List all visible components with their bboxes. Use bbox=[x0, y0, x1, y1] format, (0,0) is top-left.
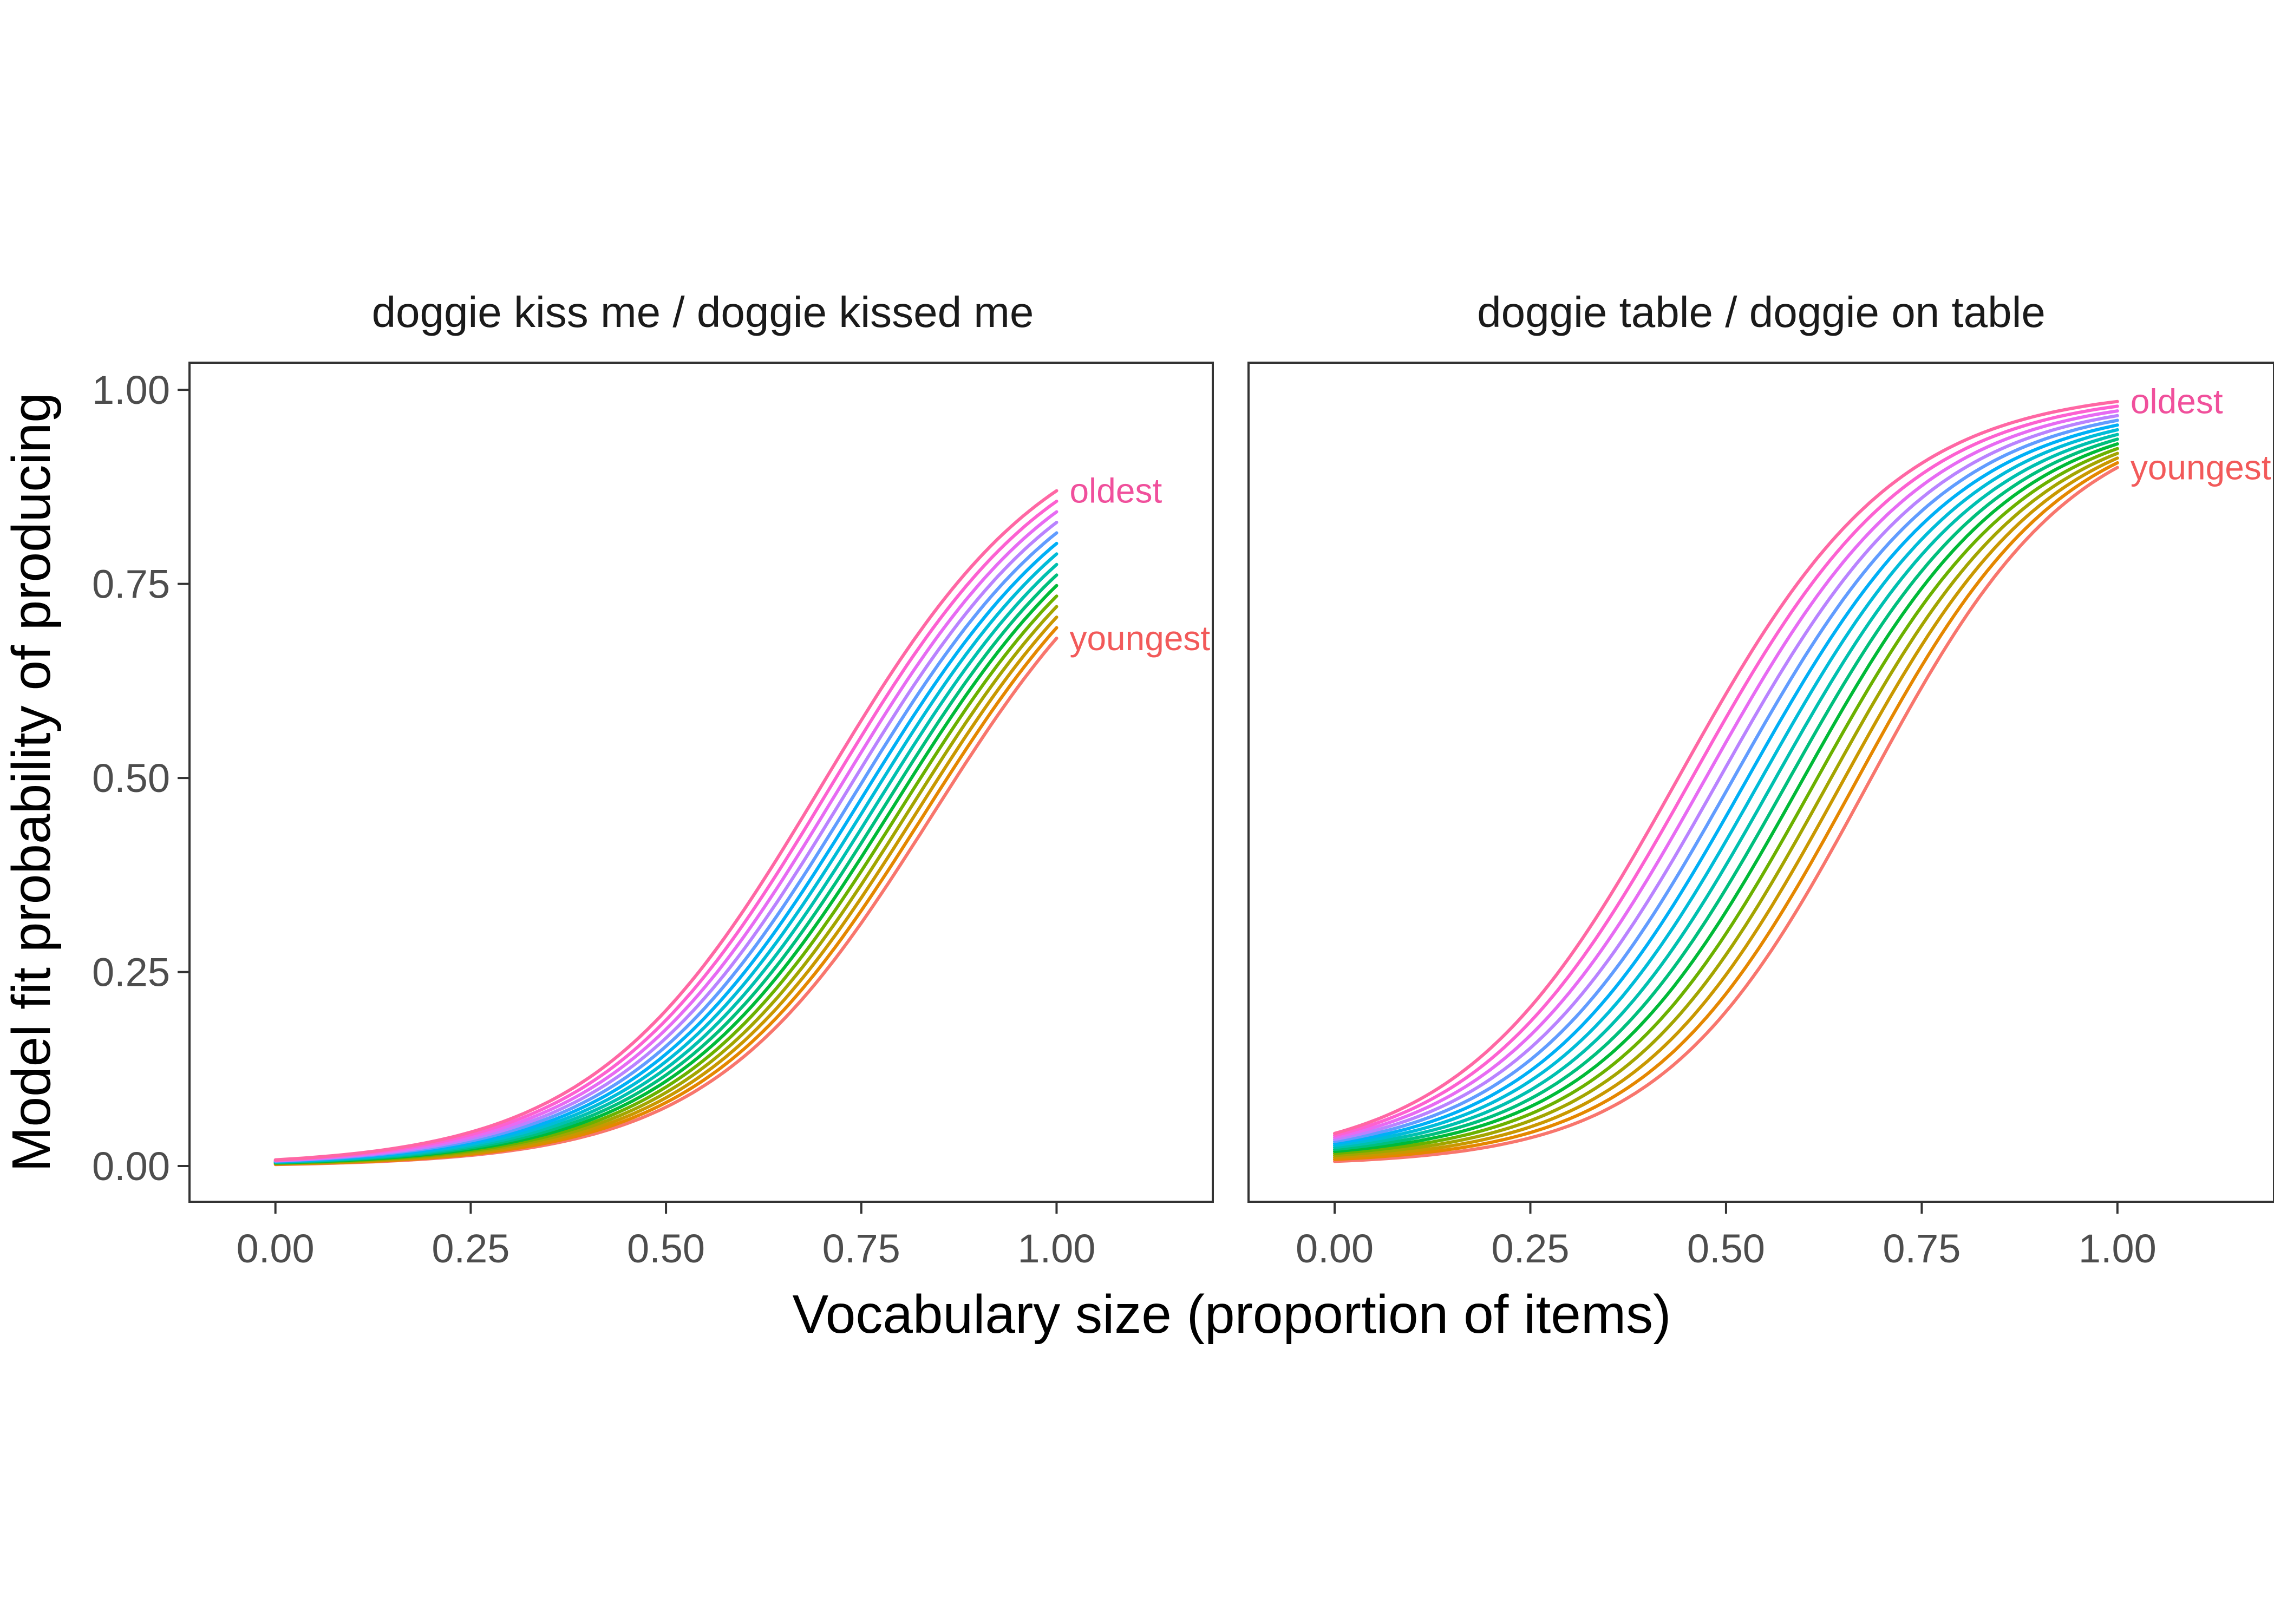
y-axis: 0.00 0.25 0.50 0.75 1.00 bbox=[92, 368, 190, 1189]
y-tick-label: 0.00 bbox=[92, 1144, 170, 1189]
x-tick-label: 1.00 bbox=[2079, 1226, 2157, 1271]
x-tick-label: 0.75 bbox=[822, 1226, 900, 1271]
y-axis-title: Model fit probability of producing bbox=[1, 392, 62, 1172]
curves-right bbox=[1333, 400, 2119, 1163]
y-tick-label: 0.50 bbox=[92, 756, 170, 801]
x-axis-title: Vocabulary size (proportion of items) bbox=[793, 1284, 1671, 1345]
x-tick-label: 0.50 bbox=[627, 1226, 705, 1271]
end-label-youngest-right: youngest bbox=[2131, 448, 2271, 487]
x-tick-label: 0.25 bbox=[432, 1226, 509, 1271]
y-tick-label: 0.75 bbox=[92, 562, 170, 607]
panel-frame-right bbox=[1247, 362, 2274, 1203]
y-tick-label: 1.00 bbox=[92, 368, 170, 412]
series-line-right-12 bbox=[1333, 414, 2119, 1141]
series-line-right-7 bbox=[1333, 437, 2119, 1151]
facet-title-left: doggie kiss me / doggie kissed me bbox=[372, 288, 1034, 336]
x-axis-left: 0.00 0.25 0.50 0.75 1.00 bbox=[237, 1202, 1095, 1271]
series-line-right-10 bbox=[1333, 423, 2119, 1145]
series-line-right-3 bbox=[1333, 456, 2119, 1160]
x-tick-label: 1.00 bbox=[1017, 1226, 1095, 1271]
series-line-right-13 bbox=[1333, 409, 2119, 1140]
series-line-right-8 bbox=[1333, 433, 2119, 1149]
x-axis-right: 0.00 0.25 0.50 0.75 1.00 bbox=[1296, 1202, 2157, 1271]
end-label-youngest-left: youngest bbox=[1069, 619, 1210, 658]
end-label-oldest-left: oldest bbox=[1069, 472, 1162, 510]
series-line-right-15 bbox=[1333, 400, 2119, 1135]
series-line-right-14 bbox=[1333, 404, 2119, 1137]
series-line-left-15 bbox=[273, 489, 1058, 1162]
series-line-right-6 bbox=[1333, 442, 2119, 1153]
facet-title-right: doggie table / doggie on table bbox=[1477, 288, 2046, 336]
x-tick-label: 0.00 bbox=[1296, 1226, 1374, 1271]
curves-left bbox=[273, 489, 1058, 1167]
series-line-right-9 bbox=[1333, 428, 2119, 1147]
series-line-right-5 bbox=[1333, 447, 2119, 1155]
series-line-right-11 bbox=[1333, 418, 2119, 1143]
panel-frame-left bbox=[188, 362, 1214, 1203]
x-tick-label: 0.50 bbox=[1687, 1226, 1765, 1271]
series-line-right-4 bbox=[1333, 451, 2119, 1157]
end-label-oldest-right: oldest bbox=[2131, 382, 2223, 421]
x-tick-label: 0.75 bbox=[1883, 1226, 1961, 1271]
x-tick-label: 0.00 bbox=[237, 1226, 315, 1271]
y-tick-label: 0.25 bbox=[92, 950, 170, 995]
series-line-right-1 bbox=[1333, 466, 2119, 1163]
x-tick-label: 0.25 bbox=[1491, 1226, 1569, 1271]
series-line-right-2 bbox=[1333, 461, 2119, 1161]
